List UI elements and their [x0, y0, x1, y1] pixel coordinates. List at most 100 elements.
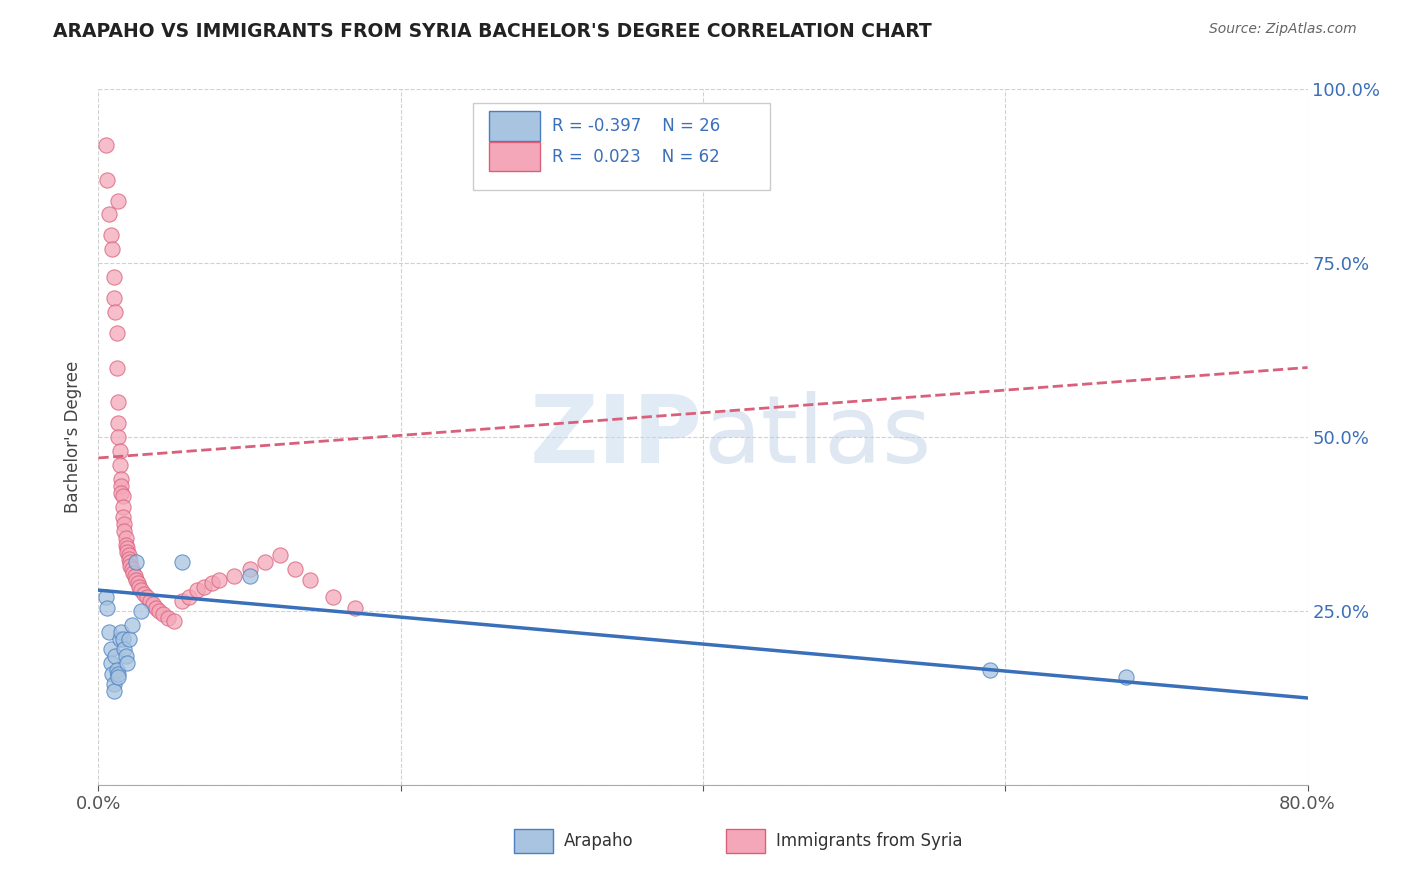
Point [114, 649, 136, 664]
Point [145, 600, 167, 615]
Y-axis label: Bachelor's Degree: Bachelor's Degree [63, 361, 82, 513]
Point [127, 576, 149, 591]
Point [112, 516, 135, 531]
FancyBboxPatch shape [489, 112, 540, 141]
Point [148, 604, 170, 618]
Text: R = -0.397    N = 26: R = -0.397 N = 26 [551, 117, 720, 135]
Point [110, 485, 132, 500]
Point [114, 531, 136, 545]
Point [107, 670, 129, 684]
FancyBboxPatch shape [489, 142, 540, 171]
Point [132, 587, 155, 601]
Point [344, 600, 367, 615]
Point [98, 207, 121, 221]
Point [120, 555, 142, 569]
Point [94, 137, 117, 152]
Point [112, 524, 135, 538]
Point [139, 593, 162, 607]
Point [118, 551, 141, 566]
FancyBboxPatch shape [474, 103, 769, 190]
Point [110, 479, 132, 493]
Point [103, 291, 125, 305]
Point [125, 555, 148, 569]
Point [253, 555, 276, 569]
Point [98, 624, 121, 639]
Point [112, 642, 135, 657]
Point [100, 228, 122, 243]
Point [208, 573, 231, 587]
Point [170, 555, 193, 569]
Point [111, 489, 134, 503]
Text: ZIP: ZIP [530, 391, 703, 483]
Point [104, 649, 127, 664]
Point [107, 416, 129, 430]
Text: Arapaho: Arapaho [564, 832, 634, 850]
Point [105, 360, 128, 375]
Point [142, 597, 165, 611]
Point [107, 395, 129, 409]
Point [103, 677, 125, 691]
Point [1115, 670, 1137, 684]
Point [152, 607, 174, 622]
Point [107, 430, 129, 444]
Point [108, 458, 131, 472]
Point [122, 566, 145, 580]
Point [96, 172, 118, 186]
Point [108, 632, 131, 646]
Point [114, 538, 136, 552]
Point [239, 562, 262, 576]
Point [115, 541, 138, 556]
Point [111, 510, 134, 524]
Text: Source: ZipAtlas.com: Source: ZipAtlas.com [1209, 22, 1357, 37]
Point [104, 305, 127, 319]
FancyBboxPatch shape [725, 830, 765, 853]
Point [105, 326, 128, 340]
Point [107, 194, 129, 208]
Point [107, 666, 129, 681]
Point [120, 558, 142, 573]
Text: atlas: atlas [703, 391, 931, 483]
Text: ARAPAHO VS IMMIGRANTS FROM SYRIA BACHELOR'S DEGREE CORRELATION CHART: ARAPAHO VS IMMIGRANTS FROM SYRIA BACHELO… [53, 22, 932, 41]
Point [103, 270, 125, 285]
Point [115, 545, 138, 559]
Point [105, 663, 128, 677]
Point [170, 593, 193, 607]
Point [100, 642, 122, 657]
Point [110, 472, 132, 486]
Point [125, 573, 148, 587]
Point [100, 657, 122, 671]
Point [135, 590, 157, 604]
Point [121, 618, 143, 632]
Point [118, 549, 141, 563]
Point [129, 583, 152, 598]
Point [101, 242, 124, 256]
Point [128, 580, 150, 594]
Text: Immigrants from Syria: Immigrants from Syria [776, 832, 962, 850]
Point [129, 604, 152, 618]
Point [108, 444, 131, 458]
Point [322, 590, 344, 604]
Point [179, 590, 201, 604]
Point [103, 684, 125, 698]
Point [115, 657, 138, 671]
Point [224, 569, 246, 583]
Point [269, 549, 291, 563]
Point [201, 576, 224, 591]
Point [111, 500, 134, 514]
Point [299, 573, 322, 587]
Point [96, 600, 118, 615]
Point [124, 569, 146, 583]
Point [193, 580, 215, 594]
Point [239, 569, 262, 583]
Point [118, 632, 141, 646]
Point [94, 590, 117, 604]
Text: R =  0.023    N = 62: R = 0.023 N = 62 [551, 148, 720, 166]
Point [186, 583, 208, 598]
Point [101, 666, 124, 681]
Point [121, 562, 143, 576]
Point [163, 615, 186, 629]
FancyBboxPatch shape [515, 830, 553, 853]
Point [110, 624, 132, 639]
Point [156, 611, 179, 625]
Point [979, 663, 1001, 677]
